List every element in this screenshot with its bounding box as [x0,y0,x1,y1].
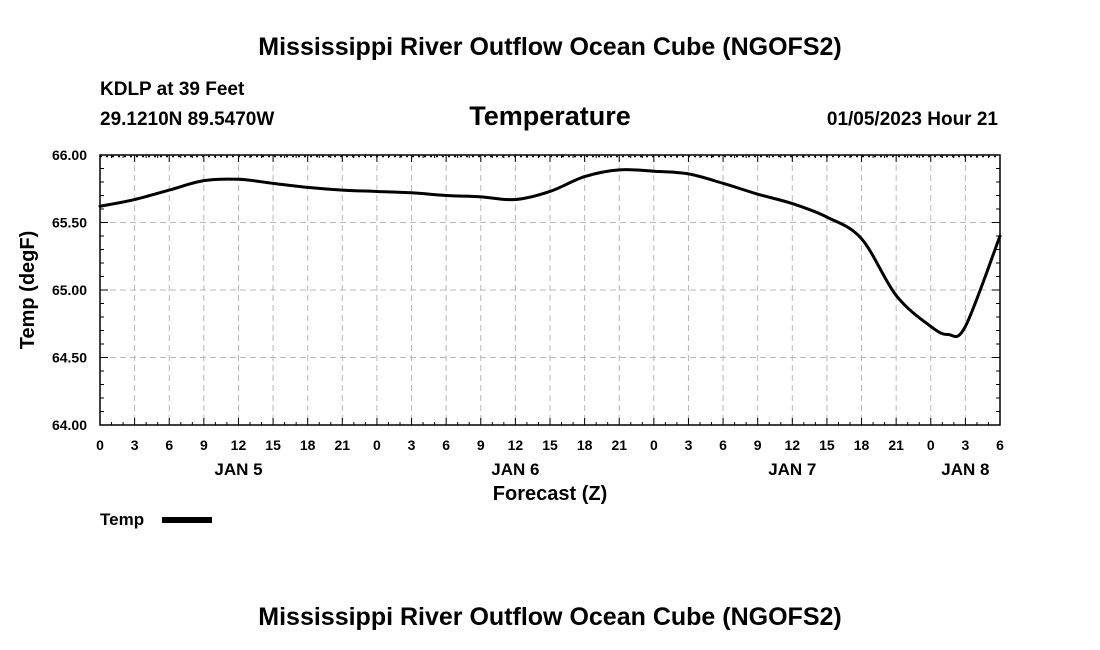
day-label: JAN 8 [941,460,989,479]
x-tick-label: 9 [477,437,485,453]
x-tick-label: 0 [650,437,658,453]
temp-series-line [98,168,1002,339]
y-tick-label: 65.00 [52,282,87,298]
legend-label: Temp [100,510,144,529]
x-axis-label: Forecast (Z) [493,483,607,505]
run-time-label: 01/05/2023 Hour 21 [827,109,999,130]
x-tick-label: 18 [300,437,316,453]
x-tick-label: 3 [131,437,139,453]
day-label: JAN 6 [491,460,539,479]
x-tick-label: 0 [96,437,104,453]
chart-title: Mississippi River Outflow Ocean Cube (NG… [258,33,841,61]
x-tick-label: 21 [611,437,627,453]
x-tick-label: 15 [819,437,835,453]
x-tick-label: 0 [373,437,381,453]
x-tick-label: 6 [442,437,450,453]
day-labels: JAN 5 JAN 6 JAN 7 JAN 8 [214,460,989,479]
y-tick-labels: 64.00 64.50 65.00 65.50 66.00 [52,147,87,433]
x-tick-label: 12 [231,437,247,453]
x-tick-label: 6 [165,437,173,453]
y-tick-label: 64.50 [52,350,87,366]
x-tick-label: 18 [577,437,593,453]
plot-frame [99,154,1001,426]
x-tick-label: 6 [719,437,727,453]
x-tick-label: 12 [508,437,524,453]
x-tick-label: 6 [996,437,1004,453]
x-tick-label: 15 [542,437,558,453]
x-tick-label: 0 [927,437,935,453]
x-tick-label: 21 [335,437,351,453]
x-tick-label: 9 [200,437,208,453]
x-tick-label: 3 [685,437,693,453]
chart-subtitle: Temperature [469,101,631,131]
y-axis-label: Temp (degF) [17,231,39,350]
x-tick-label: 18 [854,437,870,453]
x-tick-label: 21 [888,437,904,453]
footer-title: Mississippi River Outflow Ocean Cube (NG… [258,603,841,631]
day-label: JAN 7 [768,460,816,479]
y-tick-label: 65.50 [52,215,87,231]
y-tick-label: 64.00 [52,417,87,433]
location-label: 29.1210N 89.5470W [100,109,274,130]
x-tick-label: 3 [961,437,969,453]
y-tick-label: 66.00 [52,147,87,163]
station-label: KDLP at 39 Feet [100,79,245,100]
day-label: JAN 5 [214,460,262,479]
x-tick-label: 9 [754,437,762,453]
x-tick-labels: 0 3 6 9 12 15 18 21 0 3 6 9 12 15 18 21 0 3 6 9 12 15 18 21 0 3 6 [96,437,1004,453]
x-tick-label: 15 [265,437,281,453]
x-tick-label: 12 [785,437,801,453]
grid-lines [100,155,1000,425]
x-tick-label: 3 [408,437,416,453]
